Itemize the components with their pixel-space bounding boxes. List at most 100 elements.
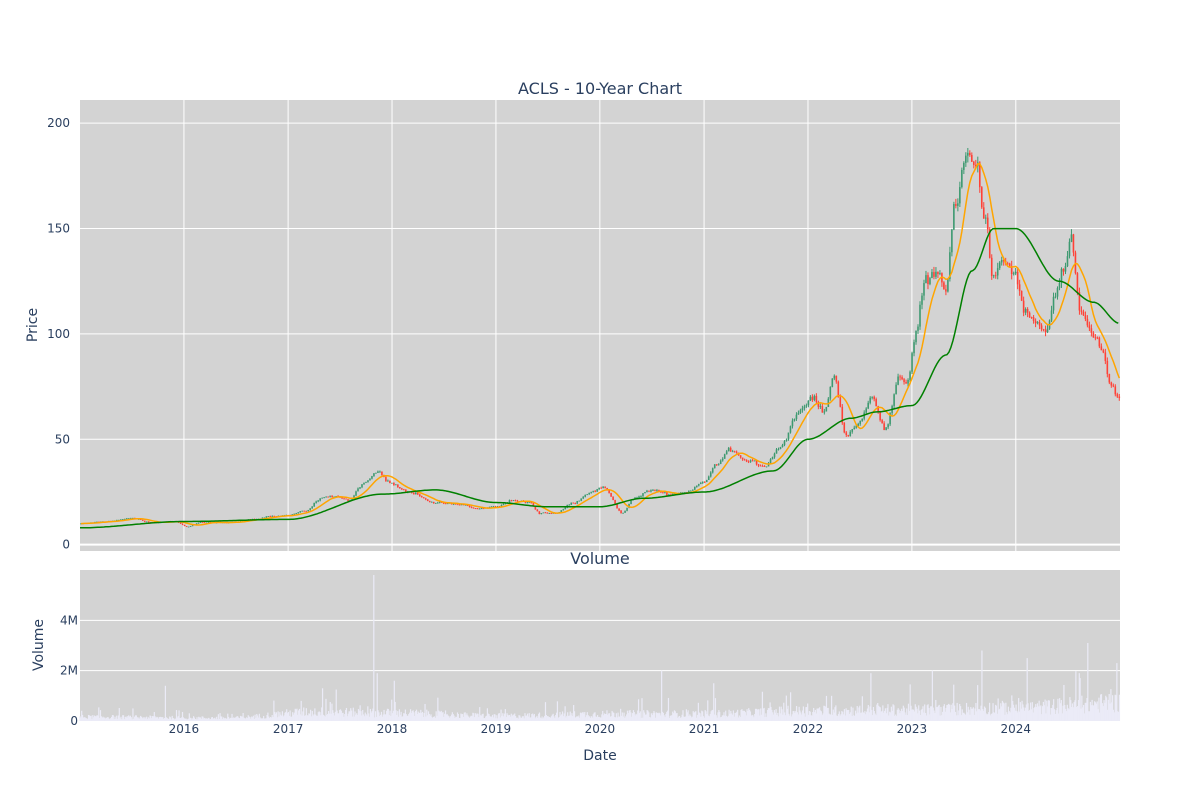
volume-bar: [509, 716, 512, 721]
volume-bar: [1010, 707, 1012, 721]
date-tick-label: 2018: [377, 722, 408, 736]
volume-bar: [1002, 702, 1004, 721]
volume-bar: [473, 713, 475, 721]
candle-body: [1070, 234, 1073, 242]
candle-body: [377, 471, 379, 473]
volume-bar: [877, 705, 880, 721]
volume-bar: [1097, 709, 1099, 721]
volume-bar: [1086, 698, 1088, 721]
volume-bar: [841, 711, 843, 721]
volume-bar: [1085, 702, 1087, 721]
volume-bar: [1042, 701, 1045, 721]
volume-bar: [992, 703, 994, 721]
volume-bar: [228, 716, 230, 721]
candle-body: [951, 229, 953, 253]
candle-body: [267, 516, 270, 517]
candle-body: [444, 503, 447, 505]
volume-bar: [406, 715, 408, 721]
volume-bar: [986, 714, 988, 721]
date-tick-label: 2021: [689, 722, 720, 736]
candle-body: [305, 511, 307, 512]
candle-body: [373, 473, 375, 477]
volume-bar: [292, 714, 295, 721]
volume-bar: [795, 706, 798, 721]
candle-body: [835, 375, 838, 382]
candle-body: [568, 504, 571, 506]
volume-bar: [870, 673, 872, 721]
volume-bar: [299, 714, 301, 721]
candle-body: [701, 481, 704, 483]
volume-bar: [397, 711, 399, 721]
candle-body: [877, 406, 879, 412]
volume-bar: [1106, 697, 1108, 721]
volume-bar: [1053, 699, 1055, 721]
candle-body: [598, 487, 600, 490]
volume-bar: [958, 710, 960, 721]
volume-bar: [713, 714, 716, 721]
volume-bar: [187, 719, 189, 721]
volume-bar: [254, 714, 256, 721]
volume-bar: [387, 709, 389, 721]
candle-body: [917, 326, 919, 331]
volume-bar: [498, 713, 500, 721]
volume-bar: [1115, 695, 1117, 721]
volume-bar: [159, 716, 161, 721]
candle-body: [763, 466, 766, 467]
volume-bar: [724, 715, 726, 721]
volume-bar: [118, 708, 120, 721]
volume-bar: [150, 715, 152, 721]
candle-body: [765, 466, 768, 468]
volume-bar: [291, 716, 293, 721]
volume-bar: [538, 713, 540, 721]
volume-bar: [462, 716, 465, 721]
volume-bar: [522, 716, 524, 721]
volume-bar: [323, 715, 325, 721]
volume-bar: [1084, 702, 1086, 721]
volume-bar: [756, 709, 758, 721]
volume-bar: [199, 717, 202, 721]
volume-bar: [274, 711, 276, 721]
volume-bar: [235, 716, 237, 721]
volume-bar: [562, 716, 565, 721]
candle-body: [739, 455, 742, 458]
volume-bar: [210, 717, 213, 721]
volume-bar: [342, 712, 344, 721]
volume-bar: [257, 715, 259, 721]
volume-bar: [928, 707, 930, 721]
volume-bar: [747, 710, 749, 721]
volume-bar: [275, 712, 278, 721]
volume-bar: [152, 716, 155, 721]
volume-bar: [224, 717, 226, 721]
volume-bar: [113, 719, 115, 721]
volume-bar: [304, 715, 306, 721]
volume-bar: [163, 717, 166, 721]
volume-bar: [310, 709, 312, 721]
volume-bar: [535, 716, 537, 721]
volume-bar: [565, 717, 567, 721]
date-tick-label: 2024: [1001, 722, 1032, 736]
volume-bar: [468, 716, 470, 721]
volume-bar: [555, 714, 557, 721]
volume-bar: [227, 713, 229, 721]
volume-bar: [503, 713, 506, 721]
candle-body: [313, 502, 315, 507]
volume-bar: [541, 716, 543, 721]
volume-bar: [839, 715, 841, 721]
candle-body: [411, 492, 413, 493]
volume-bar: [849, 712, 851, 721]
volume-bar: [281, 711, 284, 721]
volume-bar: [694, 711, 696, 721]
volume-bar: [792, 711, 794, 721]
volume-bar: [604, 714, 606, 721]
candle-body: [725, 451, 728, 455]
volume-bar: [652, 713, 654, 721]
candle-body: [929, 278, 931, 285]
volume-bar: [1075, 671, 1077, 721]
volume-bar: [954, 711, 957, 721]
volume-bar: [526, 715, 528, 721]
volume-bar: [140, 716, 143, 721]
volume-bar: [554, 718, 556, 721]
candle-body: [759, 465, 762, 467]
candle-body: [307, 510, 309, 512]
candle-body: [602, 486, 604, 489]
